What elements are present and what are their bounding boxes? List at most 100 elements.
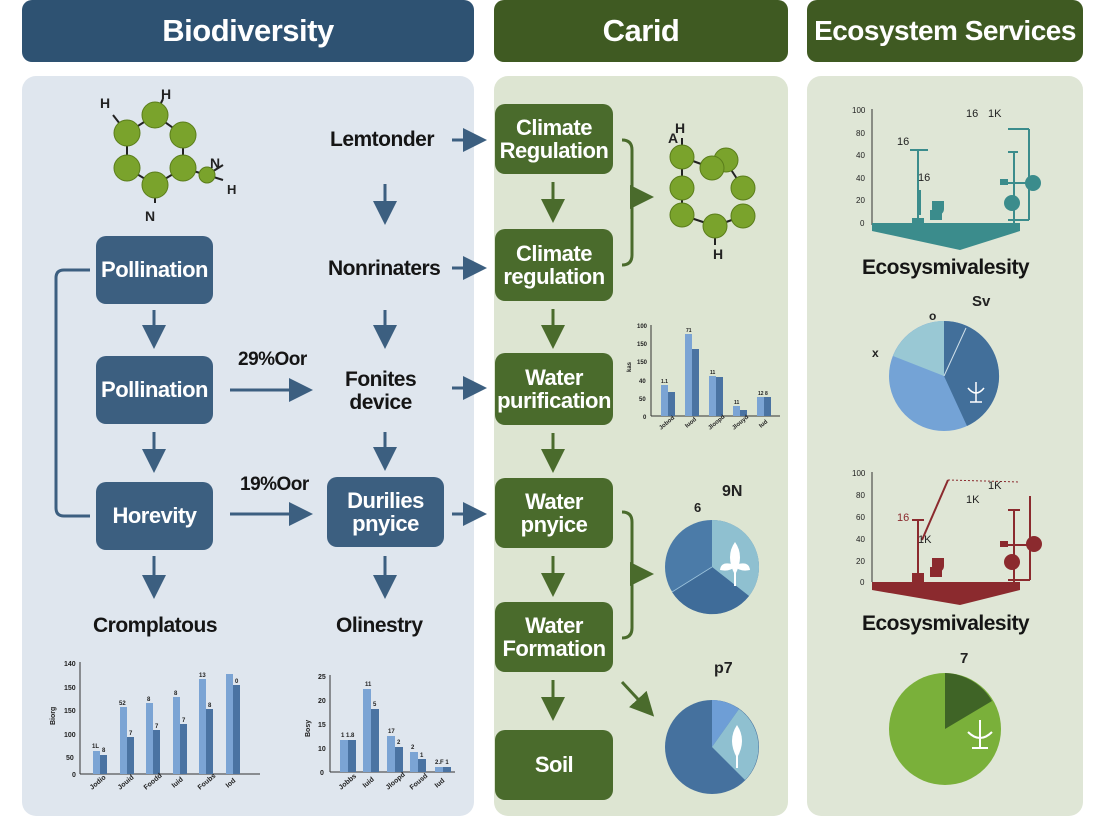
svg-text:Iud: Iud [758, 419, 769, 430]
eco-pie1-label-x: x [872, 346, 879, 360]
svg-text:8: 8 [208, 703, 212, 709]
node-durilies-pnyice[interactable]: Durilies pnyice [327, 477, 444, 547]
label-olinestry: Olinestry [336, 614, 423, 637]
svg-text:10: 10 [318, 746, 326, 753]
svg-text:11: 11 [365, 682, 372, 688]
svg-text:kas: kas [627, 361, 633, 372]
teal-label-4: 1K [988, 108, 1002, 120]
node-climate-regulation-1[interactable]: Climate Regulation [495, 104, 613, 174]
maroon-label-2: 1K [918, 534, 932, 546]
label-cromplatous: Cromplatous [93, 614, 218, 637]
svg-text:0: 0 [72, 772, 76, 779]
node-water-purification[interactable]: Water purification [495, 353, 613, 425]
svg-text:71: 71 [686, 328, 692, 334]
svg-text:40: 40 [856, 174, 865, 183]
svg-text:1: 1 [420, 753, 424, 759]
svg-text:20: 20 [856, 196, 865, 205]
node-pollination-middle[interactable]: Pollination [96, 356, 213, 424]
svg-text:Iuod: Iuod [684, 417, 698, 430]
carid-arrows [541, 138, 655, 721]
svg-text:2: 2 [411, 745, 415, 751]
ecosystem-chart-title-2: Ecosysmivalesity [862, 612, 1030, 635]
pie-chart-carid-2 [665, 700, 759, 794]
label-lemtonder: Lemtonder [330, 128, 435, 151]
molecule-label-h2: H [161, 86, 172, 102]
label-pct-19: 19%Oor [240, 474, 309, 495]
svg-text:13: 13 [199, 673, 206, 679]
svg-text:8: 8 [174, 691, 178, 697]
node-water-formation[interactable]: Water Formation [495, 602, 613, 672]
node-water-pnyice[interactable]: Water pnyice [495, 478, 613, 548]
svg-text:7: 7 [129, 731, 133, 737]
svg-text:40: 40 [856, 151, 865, 160]
svg-text:0: 0 [860, 219, 865, 228]
svg-text:140: 140 [64, 661, 76, 668]
svg-text:60: 60 [856, 513, 865, 522]
svg-text:11: 11 [710, 370, 716, 376]
svg-text:80: 80 [856, 129, 865, 138]
teal-label-3: 16 [966, 108, 979, 120]
pie1-label-6: 6 [694, 500, 702, 515]
svg-text:50: 50 [639, 397, 646, 403]
biodiversity-arrows [54, 128, 487, 599]
svg-text:100: 100 [852, 469, 866, 478]
teal-label-2: 16 [918, 172, 931, 184]
pie2-label-p7: p7 [714, 660, 733, 677]
svg-text:Biorg: Biorg [50, 707, 57, 725]
svg-text:2.F 1: 2.F 1 [435, 760, 449, 766]
svg-text:25: 25 [318, 674, 326, 681]
svg-text:15: 15 [318, 722, 326, 729]
svg-text:100: 100 [64, 732, 76, 739]
bar-chart-carid: 100 150 150 40 50 0 kas 1.1 71 11 11 12 8 Jobod Iu… [627, 324, 780, 432]
svg-text:5: 5 [373, 702, 377, 708]
carid-molecule-label-h: H [675, 120, 686, 136]
svg-text:Bosy: Bosy [305, 720, 312, 737]
label-pct-29: 29%Oor [238, 349, 307, 370]
svg-text:11: 11 [734, 400, 740, 406]
svg-text:1L: 1L [92, 744, 99, 750]
svg-text:Jlouyd: Jlouyd [731, 414, 750, 431]
svg-text:7: 7 [155, 724, 159, 730]
teal-label-1: 16 [897, 136, 910, 148]
pie1-label-9n: 9N [722, 483, 743, 500]
svg-text:150: 150 [637, 342, 648, 348]
molecule-label-n1: N [210, 155, 221, 171]
svg-text:0: 0 [860, 578, 865, 587]
eco-pie1-label-o: o [929, 309, 937, 323]
molecule-label-n2: N [145, 208, 156, 224]
eco-pie2-label-7: 7 [960, 650, 969, 667]
svg-text:52: 52 [119, 701, 126, 707]
label-fonites-device: Fonites device [345, 368, 417, 415]
header-ecosystem-services: Ecosystem Services [807, 0, 1083, 62]
header-biodiversity: Biodiversity [22, 0, 474, 62]
panel-biodiversity [22, 76, 474, 816]
svg-text:100: 100 [637, 324, 648, 330]
svg-text:150: 150 [637, 360, 648, 366]
ecosystem-chart-title-1: Ecosysmivalesity [862, 256, 1030, 279]
molecule-label-h3: H [227, 182, 237, 197]
molecule-label-h1: H [100, 95, 111, 111]
maroon-label-1: 16 [897, 512, 910, 524]
svg-text:1.1: 1.1 [661, 379, 668, 385]
carid-molecule-label-h2: H [713, 246, 724, 262]
header-carid: Carid [494, 0, 788, 62]
pie-chart-ecosystem-2 [889, 673, 1001, 785]
node-climate-regulation-2[interactable]: Climate regulation [495, 229, 613, 301]
svg-text:20: 20 [856, 557, 865, 566]
svg-text:Jloopd: Jloopd [707, 414, 726, 431]
node-soil[interactable]: Soil [495, 730, 613, 800]
node-horevity[interactable]: Horevity [96, 482, 213, 550]
svg-text:40: 40 [639, 379, 646, 385]
maroon-label-4: 1K [988, 480, 1002, 492]
svg-text:150: 150 [64, 708, 76, 715]
maroon-label-3: 1K [966, 494, 980, 506]
svg-text:2: 2 [397, 740, 401, 746]
svg-text:0: 0 [643, 415, 647, 421]
svg-text:8: 8 [147, 697, 151, 703]
carid-molecule-label-a: A [668, 130, 679, 146]
svg-text:80: 80 [856, 491, 865, 500]
node-pollination-top[interactable]: Pollination [96, 236, 213, 304]
svg-text:0: 0 [235, 679, 239, 685]
